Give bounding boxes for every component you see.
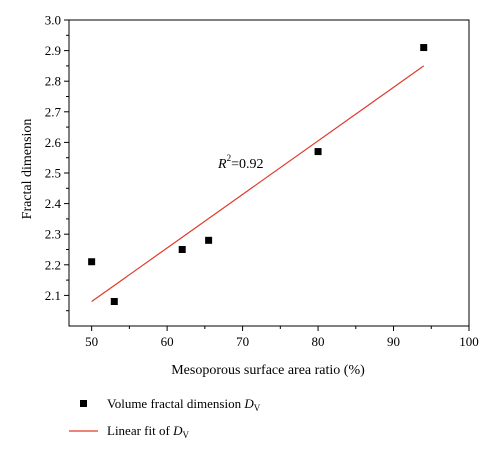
ticks: 50 60 70 80 90 100 2.1 2.2 2.3 2.4 2.5 2.6 2.7 2.8 2.9… [45, 13, 479, 350]
data-point [88, 258, 96, 266]
y-axis-title: Fractal dimension [20, 119, 35, 220]
y-tick-label: 2.5 [45, 166, 61, 181]
x-tick-label: 60 [161, 334, 174, 349]
legend-marker-square [80, 400, 87, 407]
x-tick-label: 90 [387, 334, 400, 349]
legend: Volume fractal dimension DV Linear fit o… [69, 396, 261, 440]
y-tick-label: 2.9 [45, 43, 61, 58]
plot-frame [68, 19, 470, 327]
data-marks [88, 44, 428, 306]
y-tick-label: 2.6 [45, 135, 62, 150]
data-point [178, 246, 186, 253]
y-tick-label: 3.0 [45, 13, 61, 28]
data-point [420, 44, 428, 52]
data-point [314, 148, 322, 156]
legend-item-fit: Linear fit of DV [107, 423, 189, 440]
data-point [110, 298, 118, 306]
x-tick-label: 50 [85, 334, 98, 349]
r-superscript: 2 [227, 153, 232, 163]
y-tick-label: 2.4 [45, 196, 62, 211]
data-point [205, 236, 213, 244]
y-tick-label: 2.7 [45, 104, 62, 119]
x-tick-label: 70 [236, 334, 249, 349]
r-symbol: R [217, 157, 227, 172]
y-tick-label: 2.3 [45, 227, 61, 242]
y-tick-label: 2.8 [45, 74, 61, 89]
fit-line [91, 65, 425, 303]
x-axis-title: Mesoporous surface area ratio (%) [171, 363, 365, 378]
x-tick-label: 80 [312, 334, 325, 349]
y-tick-label: 2.1 [45, 288, 61, 303]
legend-item-scatter: Volume fractal dimension DV [107, 396, 261, 413]
r-squared-annotation: R2=0.92 [217, 153, 263, 172]
x-tick-label: 100 [459, 334, 479, 349]
r-value: =0.92 [231, 157, 263, 172]
axes [68, 19, 470, 327]
y-tick-label: 2.2 [45, 257, 61, 272]
